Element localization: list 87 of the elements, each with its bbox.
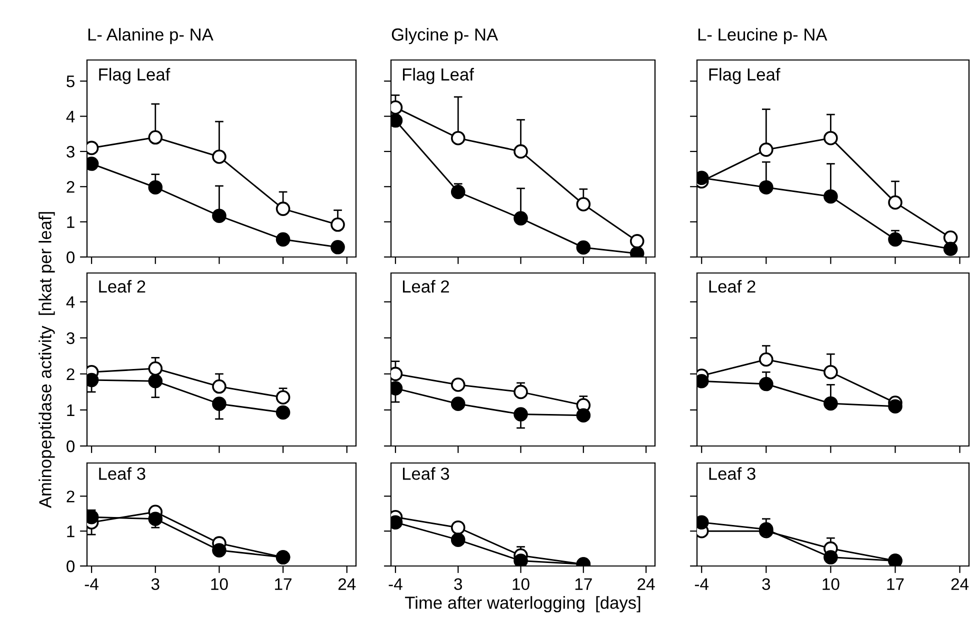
y-tick-label: 4 bbox=[66, 296, 75, 308]
chart-title: L- Alanine p- NA bbox=[88, 28, 214, 44]
x-tick-label: -4 bbox=[388, 578, 402, 590]
point bbox=[576, 408, 591, 423]
point bbox=[276, 405, 290, 420]
x-tick-label: 3 bbox=[762, 578, 770, 590]
annotation: Leaf 3 bbox=[402, 467, 450, 480]
y-tick-label: 2 bbox=[66, 368, 74, 380]
point bbox=[759, 180, 774, 194]
point bbox=[212, 396, 226, 411]
point bbox=[148, 512, 163, 526]
x-tick-label: 24 bbox=[638, 578, 655, 590]
point bbox=[824, 396, 838, 411]
point bbox=[212, 543, 226, 558]
point bbox=[148, 130, 163, 145]
x-tick-label: 17 bbox=[275, 578, 292, 590]
x-tick-label: 24 bbox=[338, 578, 356, 590]
annotation: Leaf 2 bbox=[402, 280, 449, 293]
point bbox=[888, 195, 902, 210]
point bbox=[148, 374, 163, 388]
point bbox=[276, 202, 290, 216]
y-tick-label: 1 bbox=[67, 216, 74, 228]
point bbox=[212, 150, 226, 164]
point bbox=[576, 240, 591, 255]
x-tick-label: 24 bbox=[951, 578, 969, 590]
y-tick-label: 4 bbox=[66, 110, 75, 122]
y-tick-label: 1 bbox=[67, 526, 74, 538]
x-tick-label: 17 bbox=[887, 578, 904, 590]
point bbox=[630, 234, 644, 248]
point bbox=[514, 211, 528, 226]
y-tick-label: 0 bbox=[66, 251, 75, 264]
x-tick-label: 10 bbox=[211, 578, 228, 590]
x-tick-label: -4 bbox=[84, 578, 98, 590]
x-tick-label: -4 bbox=[694, 578, 709, 590]
x-tick-label: 3 bbox=[151, 578, 160, 590]
y-axis-title: Aminopeptidase activity [nkat per leaf] bbox=[38, 212, 55, 508]
point bbox=[450, 532, 466, 547]
point bbox=[276, 232, 290, 247]
point bbox=[943, 230, 958, 245]
point bbox=[330, 240, 345, 254]
y-tick-label: 0 bbox=[66, 440, 75, 452]
x-tick-label: 17 bbox=[575, 578, 592, 590]
point bbox=[450, 130, 466, 146]
y-tick-label: 2 bbox=[66, 490, 74, 502]
point bbox=[330, 217, 345, 232]
annotation: Flag Leaf bbox=[709, 68, 780, 84]
point bbox=[943, 242, 958, 256]
point bbox=[450, 378, 466, 392]
annotation: Flag Leaf bbox=[99, 68, 170, 84]
annotation: Flag Leaf bbox=[402, 68, 474, 84]
x-axis-title: Time after waterlogging [days] bbox=[405, 596, 640, 612]
point bbox=[212, 208, 226, 223]
point bbox=[450, 396, 466, 411]
point bbox=[576, 197, 591, 212]
point bbox=[514, 407, 528, 422]
y-tick-label: 2 bbox=[66, 181, 74, 193]
y-tick-label: 0 bbox=[66, 560, 75, 572]
annotation: Leaf 3 bbox=[99, 467, 146, 480]
point bbox=[824, 364, 838, 380]
point bbox=[212, 379, 226, 394]
point bbox=[514, 384, 528, 400]
point bbox=[824, 550, 838, 564]
point bbox=[824, 130, 838, 146]
y-tick-label: 3 bbox=[66, 146, 74, 158]
point bbox=[450, 184, 466, 200]
x-tick-label: 10 bbox=[512, 578, 530, 590]
annotation: Leaf 2 bbox=[99, 280, 146, 293]
annotation: Leaf 2 bbox=[709, 280, 756, 293]
point bbox=[759, 352, 774, 367]
point bbox=[759, 376, 774, 392]
point bbox=[824, 189, 838, 204]
point bbox=[148, 361, 163, 376]
point bbox=[148, 180, 163, 194]
y-tick-label: 1 bbox=[67, 404, 74, 416]
chart-title: L- Leucine p- NA bbox=[698, 28, 828, 44]
point bbox=[514, 554, 528, 566]
point bbox=[450, 520, 466, 535]
point bbox=[888, 399, 902, 414]
annotation: Leaf 3 bbox=[709, 467, 756, 480]
chart-title: Glycine p- NA bbox=[392, 28, 498, 44]
y-tick-label: 3 bbox=[66, 332, 74, 344]
x-tick-label: 10 bbox=[822, 578, 840, 590]
point bbox=[514, 144, 528, 159]
y-tick-label: 5 bbox=[66, 76, 74, 88]
x-tick-label: 3 bbox=[454, 578, 462, 590]
point bbox=[888, 232, 902, 247]
point bbox=[759, 142, 774, 157]
